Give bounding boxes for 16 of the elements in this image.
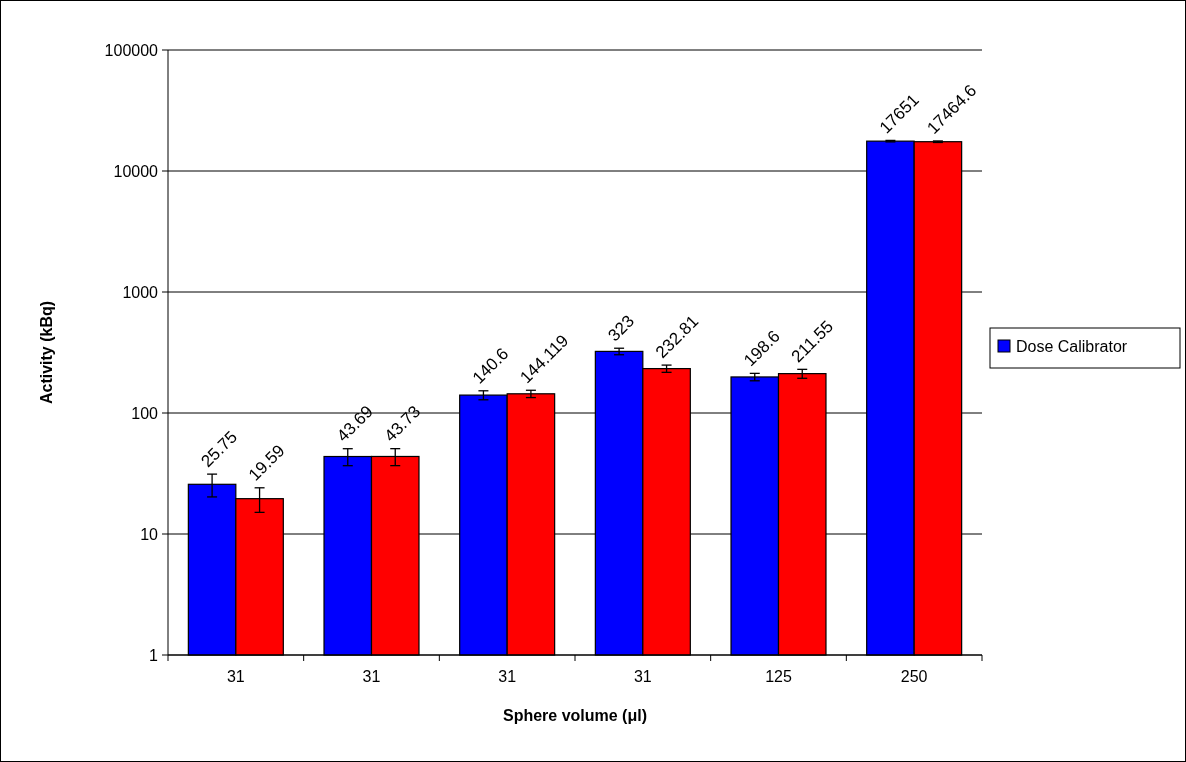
y-axis-title: Activity (kBq) bbox=[38, 300, 55, 405]
y-tick-label: 10000 bbox=[113, 162, 159, 180]
x-tick-label: 125 bbox=[765, 668, 792, 685]
x-tick-label: 31 bbox=[226, 668, 245, 685]
data-label: 323 bbox=[604, 311, 638, 346]
legend-label: Dose Calibrator bbox=[1016, 337, 1128, 355]
y-tick-label: 100000 bbox=[104, 41, 159, 59]
x-tick-label: 250 bbox=[900, 668, 928, 685]
y-tick-label: 10 bbox=[140, 525, 159, 543]
y-tick-label: 1 bbox=[149, 646, 159, 664]
y-tick-label: 100 bbox=[131, 404, 159, 422]
x-tick-label: 31 bbox=[498, 668, 517, 685]
x-tick-label: 31 bbox=[633, 668, 652, 685]
x-axis-title: Sphere volume (μl) bbox=[502, 707, 648, 724]
y-tick-label: 1000 bbox=[122, 283, 159, 301]
x-tick-label: 31 bbox=[362, 668, 381, 685]
